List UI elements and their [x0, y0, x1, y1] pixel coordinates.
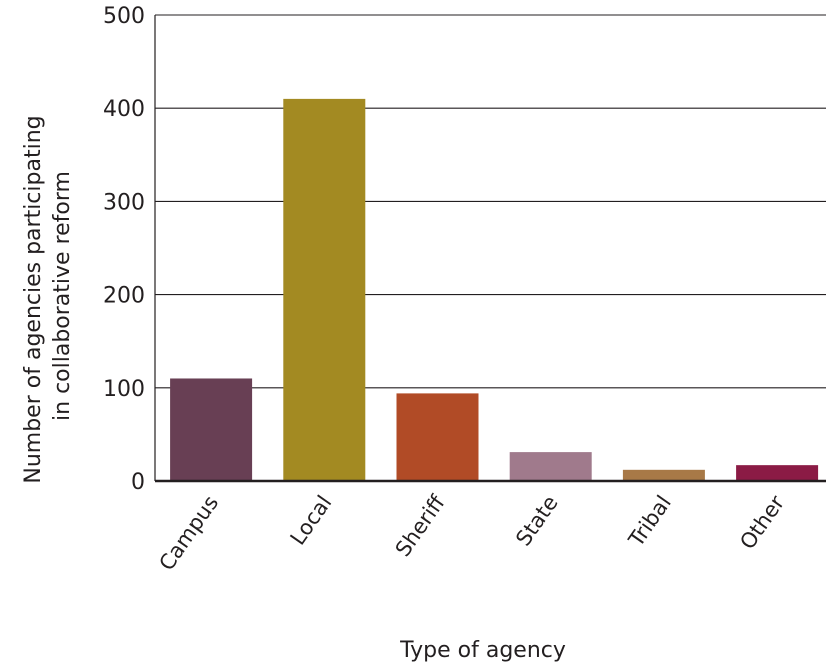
y-tick-label: 100	[103, 377, 145, 402]
bar-local	[283, 98, 366, 481]
y-axis-title: Number of agencies participating in coll…	[21, 108, 75, 483]
x-tick-labels: Campus Local Sheriff State Tribal Other	[154, 491, 789, 575]
gridlines	[155, 14, 826, 389]
y-tick-label: 500	[103, 4, 145, 29]
x-tick-label: Other	[735, 491, 789, 554]
y-tick-labels: 0 100 200 300 400 500	[103, 4, 145, 495]
y-tick-label: 400	[103, 97, 145, 122]
y-axis-title-line-2: in collaborative reform	[50, 171, 75, 421]
x-tick-label: Local	[286, 491, 337, 549]
y-tick-label: 0	[131, 470, 145, 495]
bar-state	[509, 452, 592, 481]
bar-sheriff	[396, 393, 479, 481]
x-tick-label: Campus	[154, 491, 223, 575]
x-tick-label: State	[511, 491, 563, 550]
x-tick-label: Tribal	[623, 491, 675, 552]
y-tick-label: 300	[103, 190, 145, 215]
x-tick-label: Sheriff	[391, 491, 450, 561]
bar-campus	[170, 378, 253, 481]
bars	[170, 98, 819, 481]
bar-other	[736, 465, 819, 481]
bar-tribal	[622, 469, 705, 481]
x-axis-title: Type of agency	[399, 638, 566, 663]
y-axis-title-line-1: Number of agencies participating	[21, 115, 46, 483]
y-tick-label: 200	[103, 284, 145, 309]
